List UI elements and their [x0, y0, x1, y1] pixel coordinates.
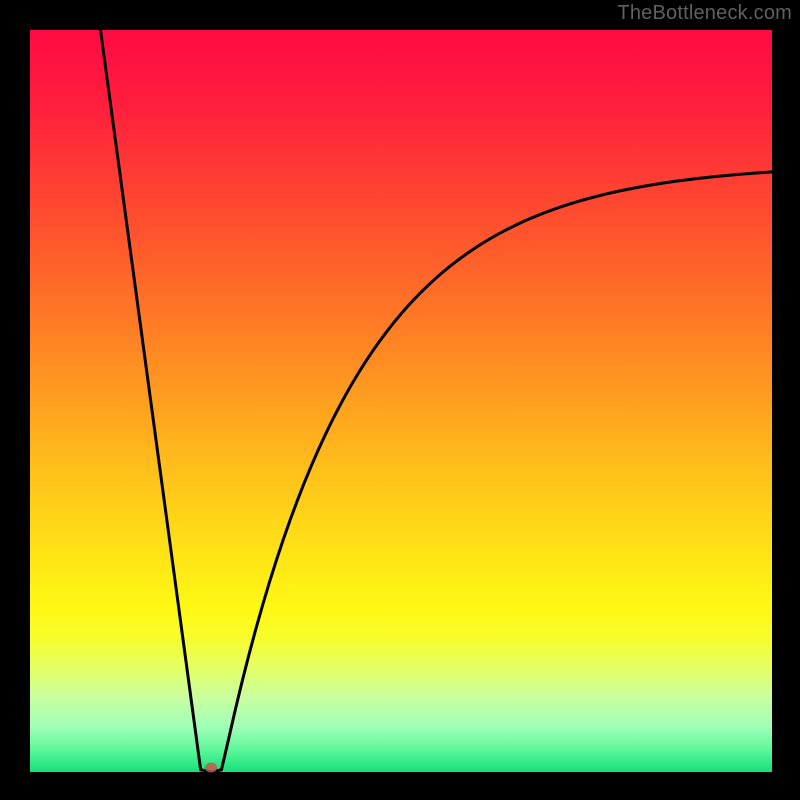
plot-area — [30, 30, 772, 772]
chart-container: TheBottleneck.com — [0, 0, 800, 800]
optimal-marker — [205, 763, 217, 773]
bottleneck-chart — [0, 0, 800, 800]
attribution-label: TheBottleneck.com — [617, 2, 792, 25]
